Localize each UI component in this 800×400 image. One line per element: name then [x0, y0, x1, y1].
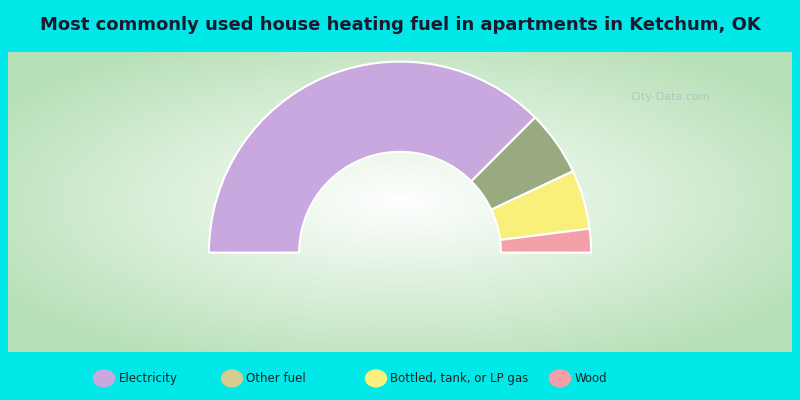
Wedge shape	[491, 171, 590, 240]
Text: City-Data.com: City-Data.com	[630, 92, 710, 102]
Ellipse shape	[221, 369, 243, 388]
Ellipse shape	[93, 369, 115, 388]
Wedge shape	[471, 118, 573, 210]
Ellipse shape	[549, 369, 571, 388]
Wedge shape	[500, 229, 591, 253]
Text: Bottled, tank, or LP gas: Bottled, tank, or LP gas	[390, 372, 529, 385]
Ellipse shape	[365, 369, 387, 388]
Text: Electricity: Electricity	[118, 372, 178, 385]
Wedge shape	[209, 62, 535, 253]
Text: Other fuel: Other fuel	[246, 372, 306, 385]
Text: Wood: Wood	[574, 372, 607, 385]
Text: Most commonly used house heating fuel in apartments in Ketchum, OK: Most commonly used house heating fuel in…	[40, 16, 760, 34]
